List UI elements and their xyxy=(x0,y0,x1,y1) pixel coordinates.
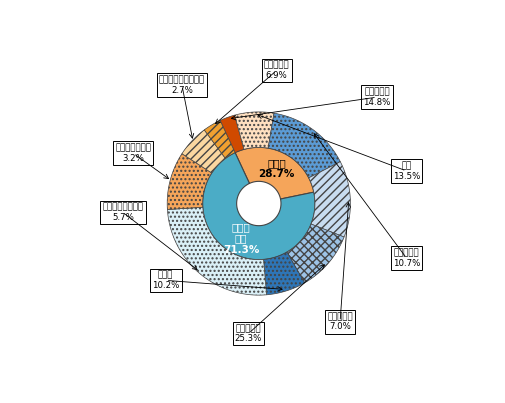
Text: 飲料・たばこ・飼料
2.7%: 飲料・たばこ・飼料 2.7% xyxy=(159,76,205,95)
Polygon shape xyxy=(264,252,305,295)
Polygon shape xyxy=(220,115,244,153)
Text: 輸送用機械
14.8%: 輸送用機械 14.8% xyxy=(363,87,391,107)
Text: 窯業・土石製品
3.2%: 窯業・土石製品 3.2% xyxy=(115,143,151,163)
Text: プラスチック製品
5.7%: プラスチック製品 5.7% xyxy=(103,203,143,222)
Text: 他の８業種
6.9%: 他の８業種 6.9% xyxy=(264,61,289,80)
Text: 生産用機械
10.7%: 生産用機械 10.7% xyxy=(393,249,420,268)
Text: 軽工業
28.7%: 軽工業 28.7% xyxy=(258,158,294,179)
Polygon shape xyxy=(235,147,314,199)
Polygon shape xyxy=(167,154,212,210)
Polygon shape xyxy=(203,153,315,260)
Text: はん用機械
7.0%: はん用機械 7.0% xyxy=(327,312,353,331)
Text: 他の８業種
25.3%: 他の８業種 25.3% xyxy=(235,324,262,343)
Text: 重化学
工業
71.3%: 重化学 工業 71.3% xyxy=(223,222,260,255)
Polygon shape xyxy=(205,120,235,158)
Polygon shape xyxy=(235,112,274,150)
Polygon shape xyxy=(287,224,344,283)
Polygon shape xyxy=(167,207,267,295)
Polygon shape xyxy=(182,130,225,173)
Polygon shape xyxy=(268,113,340,178)
Text: 食料品
10.2%: 食料品 10.2% xyxy=(152,271,179,290)
Text: 化学
13.5%: 化学 13.5% xyxy=(393,161,420,181)
Polygon shape xyxy=(309,162,350,237)
